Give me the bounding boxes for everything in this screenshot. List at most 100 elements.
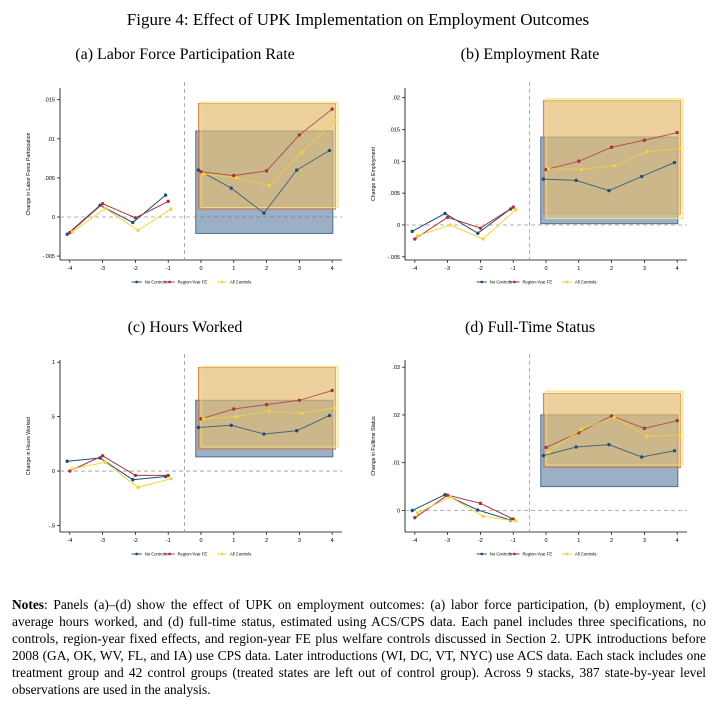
- legend-label: Region-Year FE: [177, 280, 207, 285]
- data-point: [544, 167, 548, 172]
- data-point: [297, 398, 302, 402]
- data-point: [163, 193, 168, 197]
- legend-label: Region-Year FE: [522, 280, 552, 285]
- data-point: [445, 493, 450, 497]
- x-tick-label: -3: [445, 538, 450, 544]
- data-point: [574, 445, 578, 449]
- legend-label: No Controls: [490, 280, 512, 285]
- y-axis-label: Change in Employment: [371, 146, 377, 200]
- data-point: [297, 133, 302, 137]
- data-point: [609, 414, 614, 418]
- x-tick-label: 4: [676, 266, 679, 272]
- data-point: [675, 418, 679, 423]
- y-tick-label: 0: [397, 509, 400, 515]
- y-tick-label: 1: [52, 360, 55, 366]
- x-tick-label: 2: [265, 266, 268, 272]
- x-tick-label: 0: [199, 538, 202, 544]
- data-point: [448, 495, 452, 499]
- data-point: [70, 467, 75, 471]
- data-point: [333, 119, 337, 123]
- data-point: [229, 186, 233, 190]
- legend-label: All Controls: [575, 280, 596, 285]
- series-line-0: [66, 194, 166, 235]
- data-point: [70, 230, 75, 234]
- x-tick-label: -2: [133, 538, 138, 544]
- y-tick-label: 0: [52, 469, 55, 475]
- effect-box-2: [545, 390, 684, 466]
- x-tick-label: -1: [511, 266, 516, 272]
- y-tick-label: -.5: [49, 523, 55, 529]
- data-point: [511, 517, 515, 521]
- x-tick-label: 4: [331, 266, 334, 272]
- y-axis-label: Change in Fulltime Status: [371, 416, 377, 476]
- legend-label: All Controls: [575, 552, 596, 557]
- data-point: [264, 402, 269, 407]
- effect-box-2: [545, 98, 684, 220]
- y-tick-label: .015: [389, 127, 400, 133]
- data-point: [413, 237, 417, 241]
- series-line-1: [414, 206, 514, 240]
- x-tick-label: -1: [166, 538, 171, 544]
- data-point: [443, 211, 447, 216]
- data-point: [133, 216, 138, 220]
- data-point: [295, 429, 299, 433]
- data-point: [169, 476, 173, 481]
- data-point: [196, 425, 201, 430]
- data-point: [196, 168, 201, 172]
- x-tick-label: -4: [67, 538, 72, 544]
- panel-a-title: (a) Labor Force Participation Rate: [75, 46, 295, 63]
- data-point: [169, 207, 173, 211]
- x-tick-label: -3: [100, 538, 105, 544]
- series-line-0: [411, 494, 511, 521]
- data-point: [577, 159, 581, 163]
- legend-marker: [220, 552, 224, 556]
- x-tick-label: 3: [298, 538, 301, 544]
- data-point: [640, 174, 644, 179]
- x-tick-label: -3: [445, 266, 450, 272]
- x-tick-label: 1: [232, 266, 235, 272]
- series-line-2: [72, 461, 171, 488]
- data-point: [579, 167, 584, 172]
- data-point: [65, 232, 69, 236]
- legend-marker: [480, 552, 484, 556]
- data-point: [234, 176, 239, 180]
- data-point: [478, 226, 483, 230]
- x-tick-label: 4: [331, 538, 334, 544]
- legend-label: No Controls: [145, 280, 167, 285]
- series-line-0: [67, 457, 166, 481]
- y-tick-label: .015: [44, 98, 55, 104]
- x-tick-label: 0: [199, 266, 202, 272]
- data-point: [262, 211, 266, 215]
- data-point: [678, 433, 682, 437]
- data-point: [166, 199, 170, 204]
- data-point: [300, 150, 304, 154]
- notes-label: Notes: [12, 597, 44, 612]
- data-point: [511, 205, 515, 209]
- panel-b-chart: -.005 0 .005 .01 .015 .02 -4 -3 -2 -1 0 1 2 3 4 Change …: [371, 82, 687, 285]
- x-tick-label: 4: [676, 538, 679, 544]
- data-point: [68, 230, 72, 235]
- x-tick-label: 0: [544, 538, 547, 544]
- data-point: [65, 459, 69, 463]
- x-tick-label: 0: [544, 266, 547, 272]
- data-point: [229, 423, 233, 428]
- data-point: [541, 453, 546, 458]
- data-point: [546, 167, 551, 171]
- x-tick-label: 1: [232, 538, 235, 544]
- series-line-1: [69, 455, 169, 476]
- x-tick-label: 1: [577, 266, 580, 272]
- y-tick-label: .01: [392, 159, 400, 165]
- legend-marker: [168, 552, 171, 556]
- legend-label: No Controls: [490, 552, 512, 557]
- x-tick-label: -4: [412, 538, 417, 544]
- effect-box-0: [195, 130, 334, 234]
- data-point: [645, 434, 649, 439]
- panel-c-title: (c) Hours Worked: [127, 319, 243, 336]
- legend-label: All Controls: [230, 552, 251, 557]
- legend-marker: [135, 280, 139, 284]
- data-point: [443, 493, 447, 497]
- data-point: [413, 515, 417, 520]
- series-line-1: [69, 200, 169, 233]
- y-tick-label: .5: [50, 415, 55, 421]
- series-line-2: [417, 496, 516, 522]
